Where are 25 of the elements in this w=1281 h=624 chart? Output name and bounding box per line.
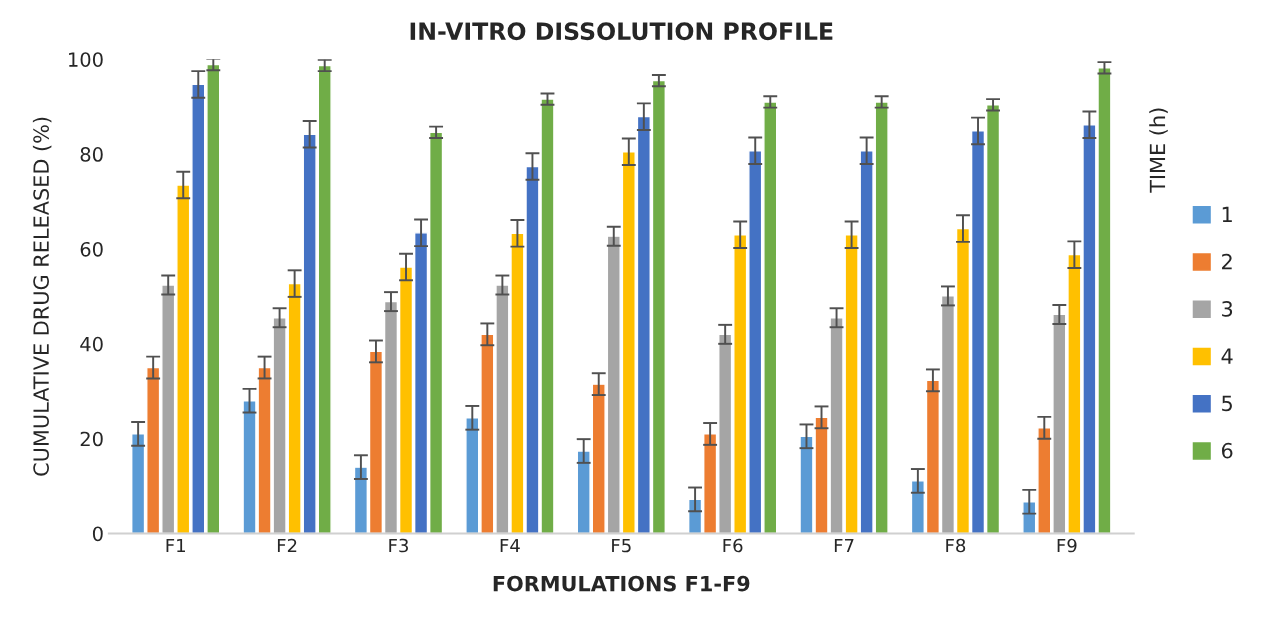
- x-tick-label: F1: [166, 538, 185, 553]
- x-tick-label: F8: [946, 538, 966, 553]
- x-axis-title: FORMULATIONS F1-F9: [493, 575, 750, 592]
- legend-label: 1: [1222, 206, 1232, 222]
- y-tick-label: 60: [80, 241, 103, 257]
- legend-label: 5: [1222, 395, 1232, 412]
- legend-label: 4: [1221, 348, 1233, 364]
- y-tick-label: 80: [80, 147, 103, 162]
- x-tick-label: F4: [500, 538, 520, 553]
- y-tick-label: 20: [80, 431, 103, 447]
- legend-title: TIME (h): [1149, 108, 1168, 193]
- x-tick-label: F7: [834, 538, 854, 553]
- x-tick-label: F2: [277, 538, 297, 553]
- x-tick-label: F6: [723, 538, 743, 553]
- x-tick-label: F3: [389, 538, 408, 553]
- legend-label: 3: [1222, 301, 1233, 317]
- x-tick-label: F5: [612, 538, 631, 553]
- y-tick-label: 0: [92, 526, 103, 542]
- y-axis-title: CUMULATIVE DRUG RELEASED (%): [32, 117, 52, 476]
- y-tick-label: 40: [80, 336, 103, 352]
- x-tick-label: F9: [1057, 538, 1077, 553]
- chart-title: IN-VITRO DISSOLUTION PROFILE: [410, 22, 833, 41]
- legend-label: 6: [1221, 442, 1233, 459]
- legend-label: 2: [1222, 253, 1232, 270]
- y-tick-label: 100: [69, 52, 103, 67]
